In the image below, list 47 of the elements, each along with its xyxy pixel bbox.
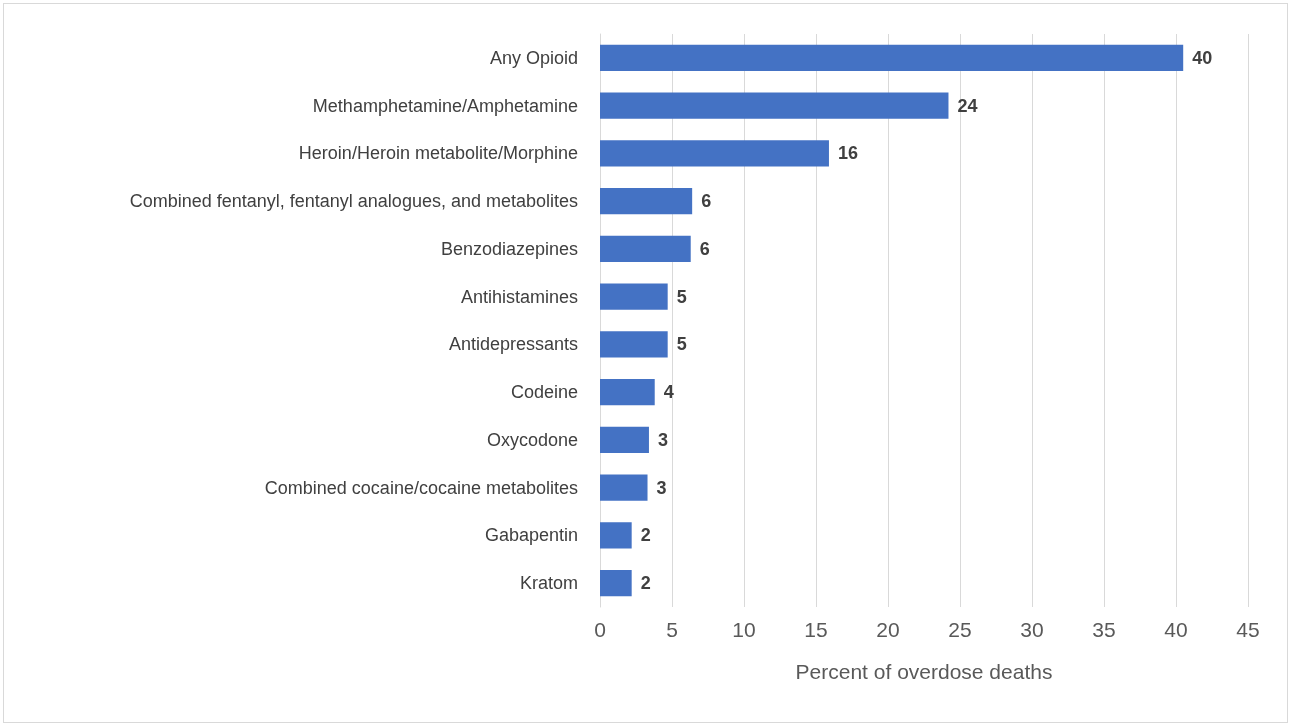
data-label: 3 [656,477,667,498]
x-tick-label: 45 [1236,618,1260,641]
x-tick-label: 10 [732,618,756,641]
bar [600,331,668,358]
x-tick-label: 30 [1020,618,1044,641]
data-label: 3 [657,429,668,450]
y-tick-label: Combined cocaine/cocaine metabolites [264,477,578,498]
bar [600,569,632,597]
data-label: 16 [837,143,858,164]
bar [600,378,655,406]
data-label: 5 [676,334,687,355]
bar [600,92,949,119]
data-label: 2 [640,573,651,594]
x-tick-label: 25 [948,618,972,641]
x-tick-label: 35 [1092,618,1116,641]
y-tick-label: Benzodiazepines [440,238,578,259]
y-tick-label: Codeine [510,382,578,403]
x-tick-label: 20 [876,618,900,641]
data-label: 6 [699,238,710,259]
y-tick-label: Antidepressants [448,334,578,355]
data-label: 2 [640,525,651,546]
data-label: 24 [957,95,978,116]
bar [600,283,668,310]
y-tick-label: Heroin/Heroin metabolite/Morphine [298,143,578,164]
y-tick-label: Kratom [519,573,578,594]
data-label: 5 [676,286,687,307]
y-tick-label: Methamphetamine/Amphetamine [312,95,578,116]
x-tick-label: 40 [1164,618,1188,641]
x-tick-label: 15 [804,618,828,641]
x-tick-label: 5 [666,618,678,641]
x-axis-title: Percent of overdose deaths [795,660,1053,683]
data-label: 40 [1192,47,1213,68]
bar [600,474,648,501]
bar [600,235,691,263]
y-tick-label: Antihistamines [460,286,578,307]
bar [600,522,632,549]
bar [600,187,693,215]
y-tick-label: Any Opioid [489,47,578,68]
y-tick-label: Gabapentin [484,525,578,546]
y-tick-label: Oxycodone [486,429,578,450]
data-label: 6 [701,191,712,212]
x-tick-label: 0 [594,618,606,641]
bar [600,426,649,454]
data-label: 4 [663,382,674,403]
bar [600,44,1184,72]
bar [600,140,829,167]
y-tick-label: Combined fentanyl, fentanyl analogues, and metabolites [129,191,578,212]
